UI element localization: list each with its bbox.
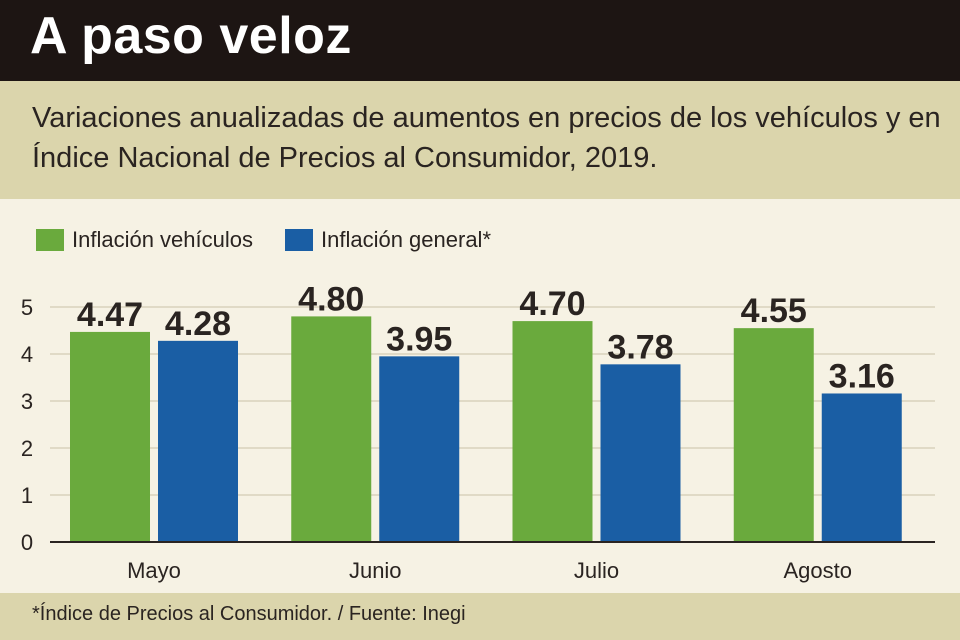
y-tick-label: 0 — [21, 530, 33, 555]
data-labels: 4.47 4.28 4.80 3.95 4.70 3.78 4.55 3.16 — [77, 280, 895, 395]
data-label: 4.55 — [741, 292, 807, 330]
page-title: A paso veloz — [30, 7, 352, 65]
data-label: 3.78 — [607, 328, 673, 366]
x-tick-label: Mayo — [127, 558, 181, 583]
x-tick-label: Julio — [574, 558, 619, 583]
data-label: 3.16 — [829, 357, 895, 395]
y-tick-label: 1 — [21, 483, 33, 508]
legend-label-vehicles: Inflación vehículos — [72, 227, 253, 252]
bar-general-mayo — [158, 340, 238, 542]
legend-swatch-general — [285, 229, 313, 251]
bar-general-junio — [379, 356, 460, 542]
legend-item-vehicles: Inflación vehículos — [36, 227, 253, 253]
legend-label-general: Inflación general* — [321, 227, 492, 252]
data-label: 4.28 — [165, 305, 231, 343]
bar-vehicles-julio — [512, 321, 593, 542]
y-tick-label: 3 — [21, 389, 33, 414]
axes: 0 1 2 3 4 5 Mayo Junio Julio Agosto — [21, 295, 935, 583]
data-label: 4.80 — [298, 280, 364, 318]
data-label: 3.95 — [386, 320, 452, 358]
data-label: 4.70 — [519, 285, 585, 323]
chart-subtitle: Variaciones anualizadas de aumentos en p… — [32, 102, 941, 174]
bar-vehicles-agosto — [733, 328, 814, 542]
y-tick-label: 5 — [21, 295, 33, 320]
title-banner — [0, 0, 960, 81]
bar-vehicles-mayo — [70, 331, 150, 542]
legend-item-general: Inflación general* — [285, 227, 491, 253]
source-footnote: *Índice de Precios al Consumidor. / Fuen… — [32, 603, 466, 625]
bar-general-agosto — [821, 393, 902, 542]
bars — [70, 316, 902, 542]
y-tick-label: 2 — [21, 436, 33, 461]
bar-general-julio — [600, 364, 681, 542]
legend-swatch-vehicles — [36, 229, 64, 251]
footer-banner — [0, 593, 960, 640]
bar-chart: 4.47 4.28 4.80 3.95 4.70 3.78 4.55 3.16 0 1 2 3 4 5 M… — [21, 280, 935, 583]
y-tick-label: 4 — [21, 342, 33, 367]
subtitle-banner — [0, 81, 960, 199]
x-tick-label: Agosto — [784, 558, 853, 583]
x-tick-label: Junio — [349, 558, 402, 583]
chart-legend: Inflación vehículos Inflación general* — [36, 225, 523, 255]
bar-vehicles-junio — [291, 316, 372, 542]
data-label: 4.47 — [77, 296, 143, 334]
